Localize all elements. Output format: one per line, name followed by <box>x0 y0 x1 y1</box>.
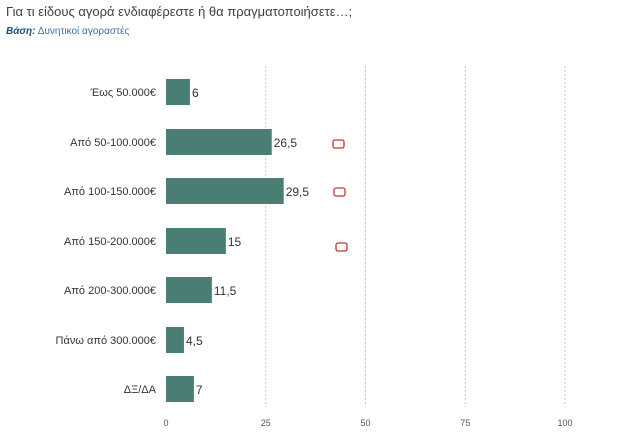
bar-2 <box>166 178 284 204</box>
marker-1 <box>332 139 345 149</box>
bar-0 <box>166 79 190 105</box>
value-label-3: 15 <box>228 235 242 249</box>
x-tick-label-25: 25 <box>261 418 271 428</box>
base-label: Βάση: <box>6 26 36 37</box>
category-label-5: Πάνω από 300.000€ <box>56 335 156 347</box>
bar-1 <box>166 129 272 155</box>
base-value: Δυνητικοί αγοραστές <box>37 26 130 37</box>
category-label-0: Έως 50.000€ <box>90 87 156 99</box>
bar-6 <box>166 376 194 402</box>
category-label-6: ΔΞ/ΔΑ <box>124 384 157 396</box>
bar-3 <box>166 228 226 254</box>
chart-question-title: Για τι είδους αγορά ενδιαφέρεστε ή θα πρ… <box>6 4 353 19</box>
value-label-6: 7 <box>196 383 203 397</box>
marker-2 <box>333 187 346 197</box>
x-tick-label-0: 0 <box>163 418 168 428</box>
marker-3 <box>335 242 348 252</box>
bar-5 <box>166 327 184 353</box>
x-tick-label-75: 75 <box>460 418 470 428</box>
value-label-4: 11,5 <box>214 284 237 298</box>
bar-4 <box>166 277 212 303</box>
x-tick-label-50: 50 <box>360 418 370 428</box>
value-label-1: 26,5 <box>274 136 298 150</box>
base-info: Βάση: Δυνητικοί αγοραστές <box>6 26 129 37</box>
value-label-5: 4,5 <box>186 334 203 348</box>
category-label-2: Από 100-150.000€ <box>64 186 156 198</box>
x-tick-label-100: 100 <box>557 418 572 428</box>
category-label-1: Από 50-100.000€ <box>70 137 156 149</box>
value-label-0: 6 <box>192 86 199 100</box>
category-label-3: Από 150-200.000€ <box>64 236 156 248</box>
value-label-2: 29,5 <box>286 185 310 199</box>
category-label-4: Από 200-300.000€ <box>64 285 156 297</box>
